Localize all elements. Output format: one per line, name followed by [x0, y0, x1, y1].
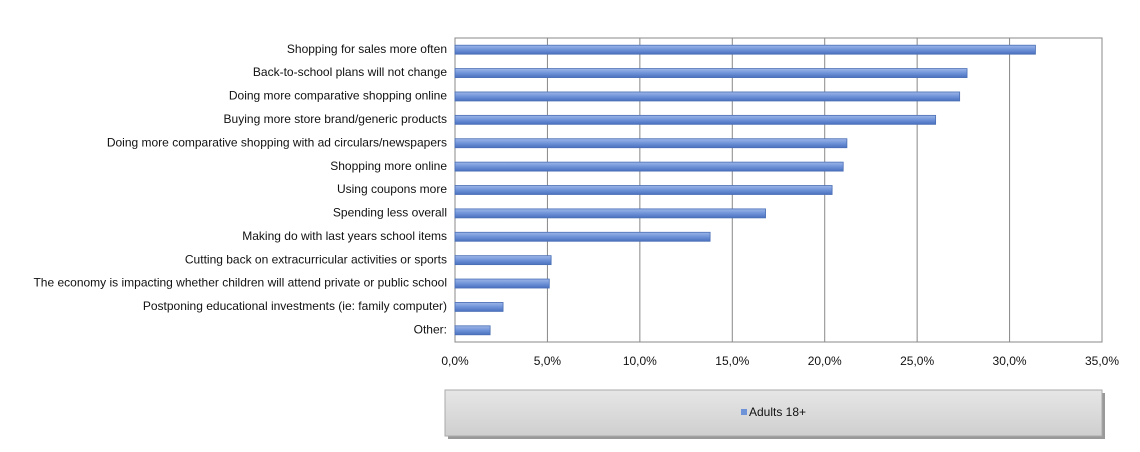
legend-box [444, 389, 1103, 437]
y-tick-label: Postponing educational investments (ie: … [143, 299, 447, 313]
y-tick-label: Cutting back on extracurricular activiti… [185, 252, 447, 266]
bar [454, 114, 937, 125]
bar [454, 91, 961, 102]
bar [454, 255, 552, 266]
x-tick-label: 10,0% [623, 354, 657, 368]
y-tick-label: Doing more comparative shopping with ad … [107, 135, 447, 149]
y-tick-label: Spending less overall [333, 206, 447, 220]
bar [454, 278, 550, 289]
y-tick-label: Buying more store brand/generic products [224, 112, 447, 126]
x-tick-label: 5,0% [534, 354, 562, 368]
y-tick-label: Shopping for sales more often [287, 42, 447, 56]
y-tick-label: Doing more comparative shopping online [229, 89, 447, 103]
x-tick-label: 15,0% [715, 354, 749, 368]
bar [454, 302, 504, 312]
bar [454, 231, 711, 242]
y-tick-label: Other: [414, 322, 447, 336]
bar [454, 208, 766, 219]
bar [454, 161, 844, 172]
bar [454, 44, 1036, 55]
y-tick-label: Making do with last years school items [242, 229, 447, 243]
x-tick-label: 0,0% [441, 354, 469, 368]
legend-label: Adults 18+ [749, 405, 806, 419]
bar [454, 185, 833, 195]
x-tick-label: 35,0% [1085, 354, 1119, 368]
bar [454, 68, 968, 78]
x-tick-label: 30,0% [993, 354, 1027, 368]
y-tick-label: Using coupons more [337, 182, 447, 196]
bar [454, 138, 848, 149]
x-tick-label: 20,0% [808, 354, 842, 368]
legend-swatch [741, 409, 747, 415]
bar [454, 325, 491, 336]
x-tick-label: 25,0% [900, 354, 934, 368]
y-tick-label: Shopping more online [330, 159, 447, 173]
y-tick-label: Back-to-school plans will not change [253, 65, 447, 79]
y-tick-label: The economy is impacting whether childre… [33, 276, 447, 290]
